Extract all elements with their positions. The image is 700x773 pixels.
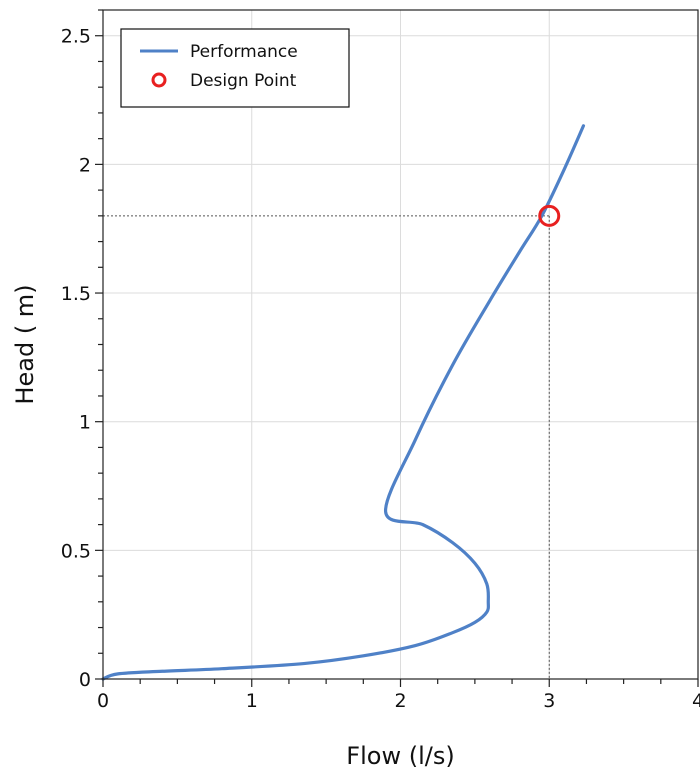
legend-box xyxy=(120,28,350,108)
x-tick-label: 4 xyxy=(692,690,700,712)
legend-design-point-label: Design Point xyxy=(190,71,297,91)
x-tick-label: 2 xyxy=(394,690,406,712)
design-guides xyxy=(103,215,550,679)
series-layer xyxy=(101,124,586,681)
ticks xyxy=(95,9,699,687)
legend-performance-label: Performance xyxy=(190,42,298,62)
grid xyxy=(103,10,698,679)
series-line-performance xyxy=(101,124,586,681)
x-axis-title: Flow (l/s) xyxy=(346,742,454,770)
y-tick-label: 1 xyxy=(79,412,91,434)
y-axis-title: Head ( m) xyxy=(11,284,39,404)
legend-design-point-swatch xyxy=(151,72,167,88)
y-tick-label: 2 xyxy=(79,154,91,176)
x-tick-label: 0 xyxy=(97,690,109,712)
y-tick-label: 2.5 xyxy=(61,26,91,48)
y-tick-label: 0 xyxy=(79,669,91,691)
x-tick-label: 3 xyxy=(543,690,555,712)
tick-labels: 0 1 2 3 4 0 0.5 1 1.5 2 2.5 xyxy=(61,26,700,712)
x-tick-label: 1 xyxy=(246,690,258,712)
marker-layer xyxy=(538,204,561,227)
y-tick-label: 1.5 xyxy=(61,283,91,305)
legend: Performance Design Point xyxy=(120,28,350,108)
design-point-marker xyxy=(538,204,561,227)
y-tick-label: 0.5 xyxy=(61,540,91,562)
